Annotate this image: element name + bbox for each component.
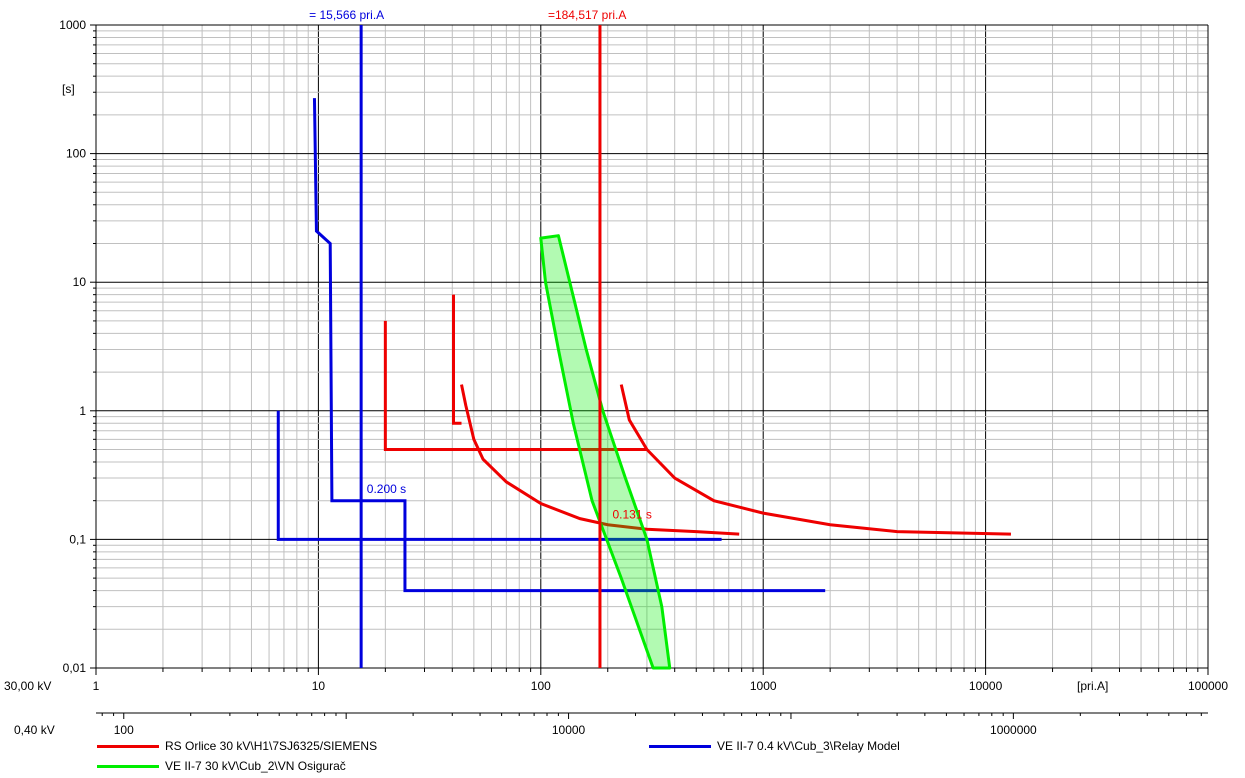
legend-label: VE II-7 30 kV\Cub_2\VN Osigurač bbox=[165, 759, 346, 773]
x-unit-label: [pri.A] bbox=[1077, 679, 1108, 693]
legend-swatch-red bbox=[97, 745, 159, 748]
legend-item-relay-model: VE II-7 0.4 kV\Cub_3\Relay Model bbox=[649, 739, 900, 753]
y-tick-label: 10 bbox=[73, 275, 87, 289]
secondary-tick-label: 1000000 bbox=[990, 723, 1037, 737]
legend-label: RS Orlice 30 kV\H1\7SJ6325/SIEMENS bbox=[165, 739, 377, 753]
y-unit-label: [s] bbox=[62, 82, 75, 96]
cursor-layer: = 15,566 pri.A =184,517 pri.A bbox=[305, 8, 654, 668]
x-tick-label: 100 bbox=[531, 679, 551, 693]
y-tick-label: 0,01 bbox=[63, 661, 87, 675]
voltage-scale-label-30kv: 30,00 kV bbox=[4, 679, 51, 693]
y-tick-label: 0,1 bbox=[69, 532, 86, 546]
x-tick-label: 1 bbox=[93, 679, 100, 693]
cursor-label-1: =184,517 pri.A bbox=[548, 8, 626, 22]
voltage-scale-label-04kv: 0,40 kV bbox=[14, 723, 55, 737]
x-tick-label: 10000 bbox=[969, 679, 1003, 693]
y-tick-label: 1000 bbox=[59, 18, 86, 32]
legend-item-vn-osigurac: VE II-7 30 kV\Cub_2\VN Osigurač bbox=[97, 759, 346, 773]
legend-item-rs-orlice: RS Orlice 30 kV\H1\7SJ6325/SIEMENS bbox=[97, 739, 377, 753]
y-tick-label: 100 bbox=[66, 147, 86, 161]
secondary-tick-label: 10000 bbox=[552, 723, 586, 737]
series-0-segment-1 bbox=[453, 295, 461, 424]
series-0-segment-3 bbox=[621, 385, 1011, 535]
cursor-label-0: = 15,566 pri.A bbox=[309, 8, 384, 22]
series-layer bbox=[278, 98, 1011, 668]
legend-swatch-green bbox=[97, 765, 159, 768]
annotation-1: 0.131 s bbox=[612, 508, 651, 522]
x-tick-label: 100000 bbox=[1188, 679, 1228, 693]
legend-swatch-blue bbox=[649, 745, 711, 748]
y-tick-label: 1 bbox=[79, 404, 86, 418]
secondary-tick-label: 100 bbox=[114, 723, 134, 737]
annotation-0: 0.200 s bbox=[367, 482, 406, 496]
x-tick-label: 10 bbox=[312, 679, 326, 693]
x-tick-label: 1000 bbox=[750, 679, 777, 693]
legend-label: VE II-7 0.4 kV\Cub_3\Relay Model bbox=[717, 739, 900, 753]
